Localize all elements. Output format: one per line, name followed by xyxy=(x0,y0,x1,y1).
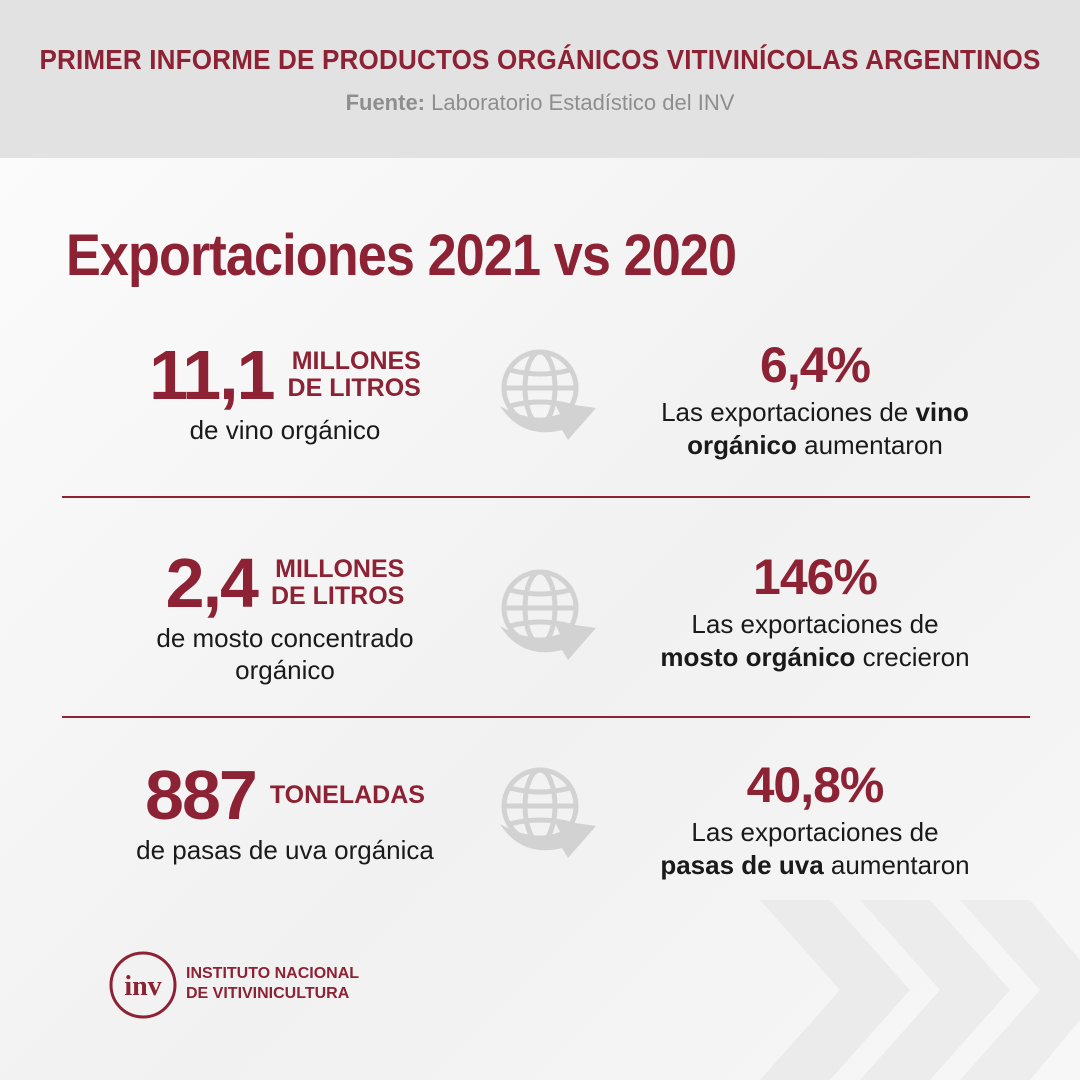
stat-description: de vino orgánico xyxy=(189,415,381,445)
stat-volume: 2,4 MILLONES DE LITROS de mosto concentra… xyxy=(120,548,450,686)
growth-block: 40,8% Las exportaciones de pasas de uva a… xyxy=(650,760,980,882)
stat-value: 887 xyxy=(145,756,258,834)
source-line: Fuente: Laboratorio Estadístico del INV xyxy=(0,90,1080,116)
stat-unit: TONELADAS xyxy=(269,780,425,809)
growth-block: 146% Las exportaciones de mosto orgánico … xyxy=(650,552,980,674)
growth-description: Las exportaciones de mosto orgánico creci… xyxy=(660,609,970,672)
logo-mark: inv xyxy=(124,971,161,1002)
stat-value: 2,4 xyxy=(165,544,259,622)
growth-percent: 40,8% xyxy=(746,757,885,813)
globe-arrow-icon xyxy=(500,349,596,440)
row-divider xyxy=(62,496,1030,498)
growth-percent: 146% xyxy=(753,549,878,605)
globe-arrow-icon xyxy=(500,569,596,660)
source-text: Laboratorio Estadístico del INV xyxy=(431,90,735,115)
globe-arrow-icon xyxy=(500,767,596,858)
row-divider xyxy=(62,716,1030,718)
header-banner: PRIMER INFORME DE PRODUCTOS ORGÁNICOS VI… xyxy=(0,0,1080,158)
stat-volume: 887 TONELADAS de pasas de uva orgánica xyxy=(110,760,460,866)
stat-value: 11,1 xyxy=(149,336,275,414)
stat-description: de pasas de uva orgánica xyxy=(136,835,434,865)
page-title: Exportaciones 2021 vs 2020 xyxy=(66,223,737,288)
source-label: Fuente: xyxy=(345,90,426,115)
stat-description: de mosto concentrado orgánico xyxy=(156,623,414,686)
chevron-decoration-icon xyxy=(760,900,1080,1080)
growth-description: Las exportaciones de pasas de uva aumenta… xyxy=(660,817,970,880)
institution-name: INSTITUTO NACIONAL DE VITIVINICULTURA xyxy=(186,965,360,1002)
growth-percent: 6,4% xyxy=(760,337,871,393)
stat-unit: MILLONES DE LITROS xyxy=(270,555,405,610)
stat-volume: 11,1 MILLONES DE LITROS de vino orgánico xyxy=(120,340,450,446)
stat-unit: MILLONES DE LITROS xyxy=(287,347,421,402)
growth-block: 6,4% Las exportaciones de vino orgánico a… xyxy=(650,340,980,462)
report-title: PRIMER INFORME DE PRODUCTOS ORGÁNICOS VI… xyxy=(39,44,1041,75)
growth-description: Las exportaciones de vino orgánico aument… xyxy=(661,397,969,460)
inv-logo-icon: inv xyxy=(109,951,177,1019)
